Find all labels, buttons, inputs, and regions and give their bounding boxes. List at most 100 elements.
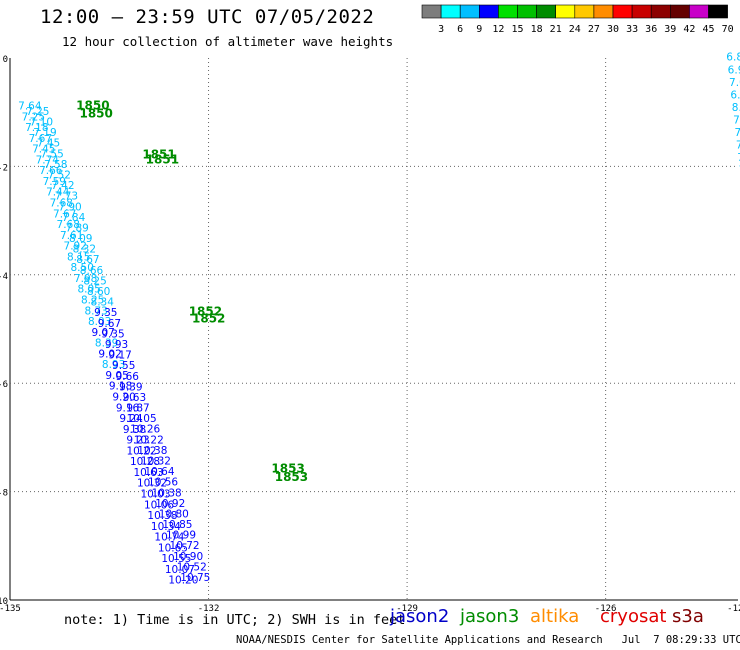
swh-data-label: 7.57 [739,165,740,177]
swh-data-label: 7.49 [737,152,740,164]
footer-credit: NOAA/NESDIS Center for Satellite Applica… [236,634,740,646]
swh-data-label: 10.38 [137,445,167,457]
legend-tick-label: 9 [476,24,482,35]
swh-data-label: 10.52 [177,561,207,573]
swh-data-label: 9.55 [112,360,135,372]
swh-data-label: 7.68 [50,197,73,209]
legend-tick-label: 70 [722,24,734,35]
swh-data-label: 10.72 [170,540,200,552]
legend-tick-label: 45 [702,24,714,35]
legend-tick-label: 33 [626,24,638,35]
y-tick-label: -8 [0,489,8,499]
swh-data-label: 10.56 [148,477,178,489]
swh-data-label: 7.67 [29,133,52,145]
swh-data-label: 10.32 [141,456,171,468]
swh-data-label: 9.18 [109,381,132,393]
swh-data-label: 8.03 [88,316,111,328]
swh-data-label: 9.35 [94,307,117,319]
time-label: 1850 [76,98,109,112]
swh-data-label: 9.20 [112,392,135,404]
time-label: 1853 [271,462,304,476]
legend-sat-s3a: s3a [672,606,704,627]
legend-tick-label: 36 [645,24,657,35]
legend-tick-label: 15 [511,24,523,35]
swh-data-label: 7.89 [65,222,88,234]
swh-data-label: 8.66 [80,265,104,277]
swh-data-label: 9.67 [98,318,121,330]
swh-data-label: 9.24 [119,413,143,425]
swh-data-label: 10.26 [130,424,160,436]
time-label: 1851 [146,153,179,167]
swh-data-label: 7.68 [57,219,80,231]
swh-data-label: 10.75 [180,572,210,584]
swh-data-label: 10.92 [155,498,185,510]
footer-note: note: 1) Time is in UTC; 2) SWH is in fe… [64,612,406,628]
swh-data-label: 10.22 [126,445,156,457]
swh-data-label: 8.09 [69,233,92,245]
legend-tick-label: 21 [550,24,562,35]
swh-data-label: 7.84 [62,212,86,224]
legend-tick-label: 12 [492,24,504,35]
swh-data-label: 10.64 [144,466,174,478]
swh-data-label: 6.91 [730,89,740,101]
swh-data-label: 7.58 [44,159,67,171]
swh-data-label: 9.02 [98,348,121,360]
swh-data-label: 10.34 [151,521,181,533]
swh-data-label: 10.20 [168,575,198,587]
time-label: 1852 [192,311,225,325]
swh-data-label: 7.66 [39,165,63,177]
swh-data-label: 7.44 [46,187,70,199]
swh-data-label: 7.25 [22,111,45,123]
swh-data-label: 8.39 [95,338,118,350]
page-title: 12:00 — 23:59 UTC 07/05/2022 [40,6,375,28]
swh-data-label: 7.73 [55,191,78,203]
swh-data-label: 7.10 [30,117,53,129]
legend-tick-label: 39 [664,24,676,35]
swh-data-label: 10.90 [173,551,203,563]
swh-data-label: 7.25 [26,106,49,118]
swh-data-label: 10.65 [158,542,188,554]
x-tick-label: -135 [0,604,21,614]
legend-tick-label: 6 [457,24,463,35]
swh-data-label: 9.05 [105,370,128,382]
legend-sat-altika: altika [530,606,580,627]
swh-data-label: 7.64 [18,100,42,112]
swh-data-label: 9.39 [119,381,142,393]
swh-data-label: 9.35 [101,328,124,340]
swh-data-label: 7.19 [33,127,56,139]
swh-data-label: 10.03 [140,489,170,501]
swh-data-label: 7.74 [36,154,60,166]
swh-data-label: 7.45 [37,138,60,150]
swh-data-label: 8.67 [76,254,99,266]
swh-data-label: 10.38 [152,487,182,499]
swh-data-label: 8.05 [77,284,100,296]
swh-data-label: 9.17 [108,350,131,362]
time-label: 1850 [79,107,112,121]
swh-data-label: 10.38 [147,510,177,522]
swh-data-label: 7.67 [53,208,76,220]
swh-data-label: 7.55 [733,115,740,127]
swh-data-label: 10.05 [127,413,157,425]
x-tick-label: -132 [198,604,220,614]
swh-data-label: 7.55 [40,148,63,160]
swh-data-label: 7.24 [736,140,740,152]
swh-data-label: 7.42 [51,180,74,192]
legend-sat-cryosat: cryosat [600,606,667,627]
swh-data-label: 7.98 [74,273,97,285]
time-label: 1853 [275,470,308,484]
swh-data-label: 10.85 [162,519,192,531]
swh-data-label: 6.82 [726,52,740,64]
time-label: 1852 [189,304,222,318]
swh-data-label: 8.00 [732,102,740,114]
swh-data-label: 9.38 [123,424,146,436]
swh-data-label: 10.63 [133,467,163,479]
swh-data-label: 10.80 [159,508,189,520]
swh-data-label: 10.32 [137,478,167,490]
swh-data-label: 7.70 [735,127,740,139]
legend-tick-label: 42 [683,24,695,35]
x-tick-label: -129 [396,604,418,614]
swh-data-label: 8.73 [84,305,107,317]
swh-data-label: 8.15 [67,251,90,263]
